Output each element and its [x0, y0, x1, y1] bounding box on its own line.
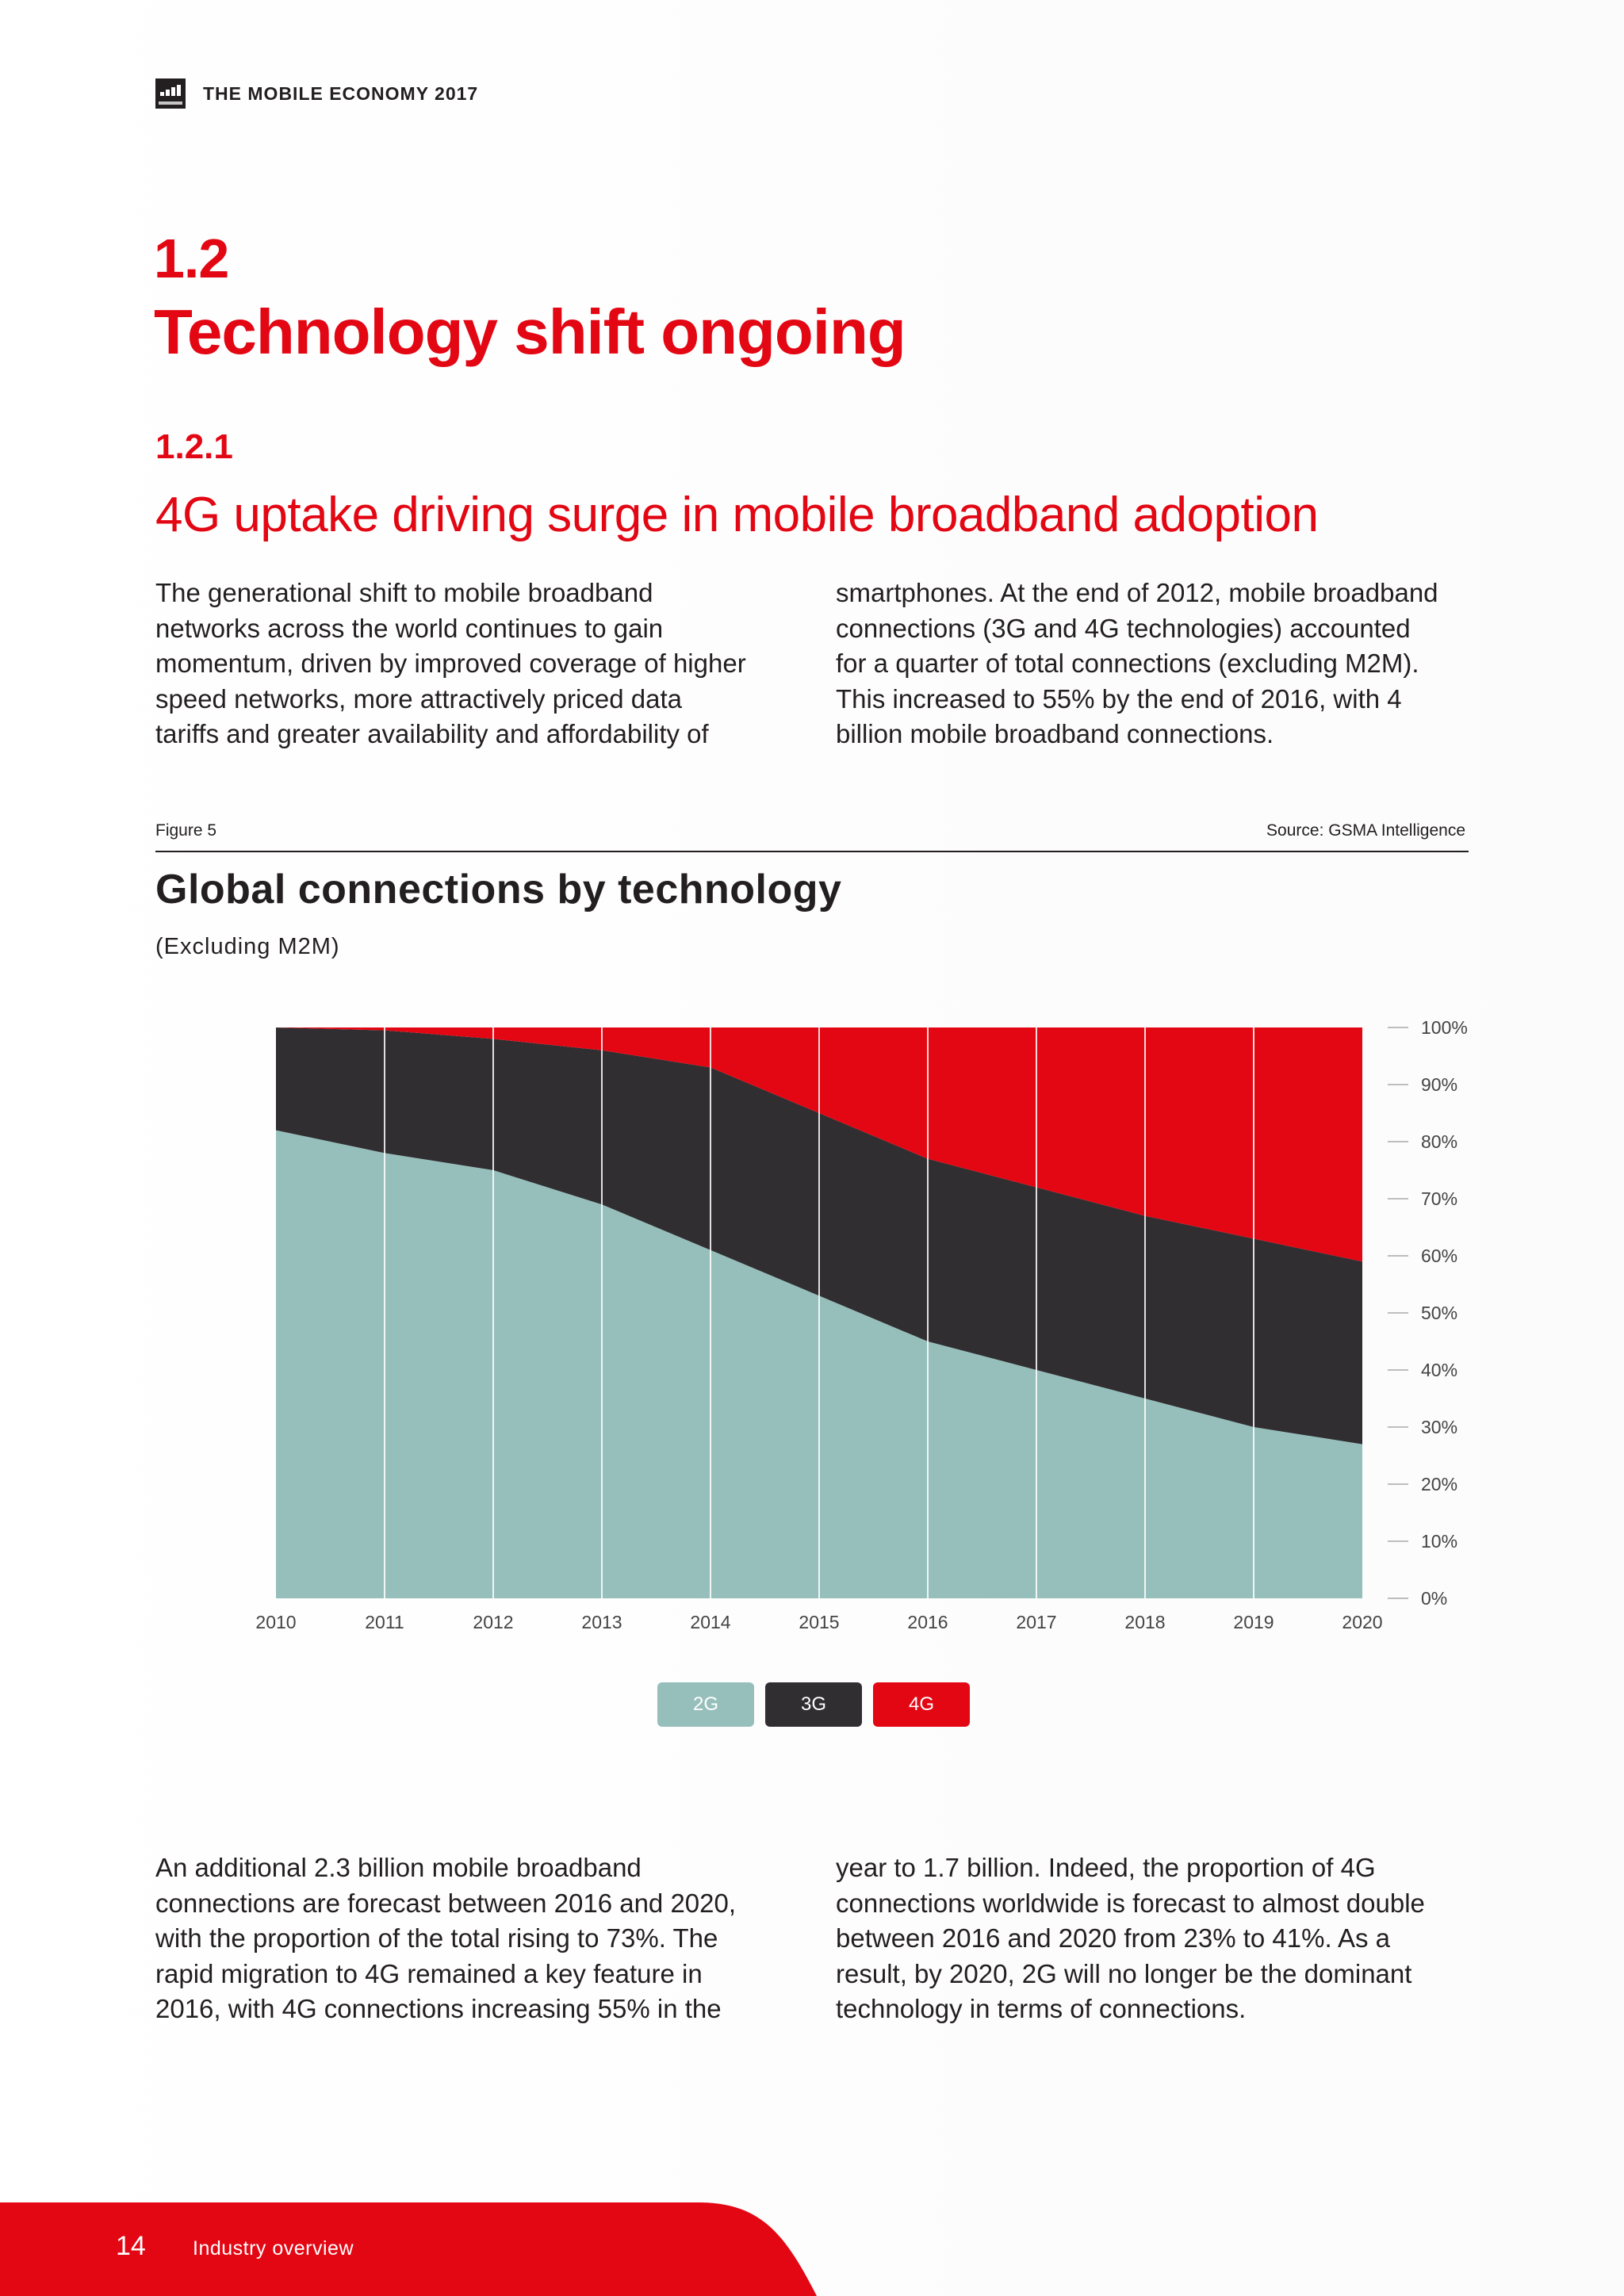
y-tick-label-2: 20%	[1421, 1474, 1457, 1494]
y-tick-label-0: 0%	[1421, 1588, 1447, 1609]
area-series-4g	[276, 1027, 1362, 1262]
x-tick-label-2013: 2013	[581, 1612, 622, 1632]
y-tick-label-8: 80%	[1421, 1131, 1457, 1152]
paragraph-1: The generational shift to mobile broadba…	[155, 578, 746, 748]
y-tick-label-4: 40%	[1421, 1360, 1457, 1380]
x-tick-label-2016: 2016	[907, 1612, 948, 1632]
x-tick-label-2017: 2017	[1016, 1612, 1056, 1632]
legend-item-4g: 4G	[873, 1682, 970, 1727]
chart-title: Global connections by technology	[155, 867, 842, 913]
y-tick-label-6: 60%	[1421, 1246, 1457, 1266]
figure-label: Figure 5	[155, 821, 217, 840]
publication-title: THE MOBILE ECONOMY 2017	[203, 82, 479, 104]
x-tick-label-2019: 2019	[1233, 1612, 1274, 1632]
paragraph-4: year to 1.7 billion. Indeed, the proport…	[836, 1853, 1425, 2023]
y-tick-label-5: 50%	[1421, 1303, 1457, 1323]
footer-section-name: Industry overview	[193, 2237, 354, 2260]
y-tick-label-3: 30%	[1421, 1417, 1457, 1437]
x-tick-label-2014: 2014	[690, 1612, 730, 1632]
x-tick-label-2012: 2012	[473, 1612, 513, 1632]
chart-subtitle: (Excluding M2M)	[155, 934, 340, 959]
y-tick-label-7: 70%	[1421, 1188, 1457, 1209]
subsection-title: 4G uptake driving surge in mobile broadb…	[155, 488, 1319, 542]
legend-label-4g: 4G	[908, 1693, 934, 1715]
gsma-logo-icon	[155, 78, 186, 109]
legend-label-2g: 2G	[692, 1693, 718, 1715]
section-title: Technology shift ongoing	[154, 297, 906, 367]
legend-label-3g: 3G	[800, 1693, 826, 1715]
x-tick-label-2015: 2015	[799, 1612, 839, 1632]
x-tick-label-2011: 2011	[365, 1612, 404, 1632]
footer-band	[0, 2202, 817, 2296]
x-tick-label-2018: 2018	[1124, 1612, 1165, 1632]
y-tick-label-10: 100%	[1421, 1017, 1468, 1038]
y-tick-label-9: 90%	[1421, 1074, 1457, 1095]
legend-item-3g: 3G	[765, 1682, 862, 1727]
stacked-area-chart: 2010 2011 2012 2013 2014 2015 2016 2017 2018 2019…	[255, 1017, 1468, 1632]
page-header: THE MOBILE ECONOMY 2017	[155, 78, 478, 109]
page-number: 14	[116, 2231, 146, 2261]
y-tick-label-1: 10%	[1421, 1531, 1457, 1552]
paragraph-2: smartphones. At the end of 2012, mobile …	[836, 578, 1438, 748]
section-number: 1.2	[154, 228, 229, 289]
subsection-number: 1.2.1	[155, 427, 233, 466]
legend-item-2g: 2G	[657, 1682, 754, 1727]
chart-legend: 2G 3G 4G	[657, 1682, 970, 1727]
x-tick-label-2020: 2020	[1342, 1612, 1382, 1632]
x-tick-label-2010: 2010	[255, 1612, 296, 1632]
paragraph-3: An additional 2.3 billion mobile broadba…	[155, 1853, 737, 2023]
figure-divider	[155, 851, 1469, 852]
figure-source: Source: GSMA Intelligence	[1266, 821, 1465, 840]
